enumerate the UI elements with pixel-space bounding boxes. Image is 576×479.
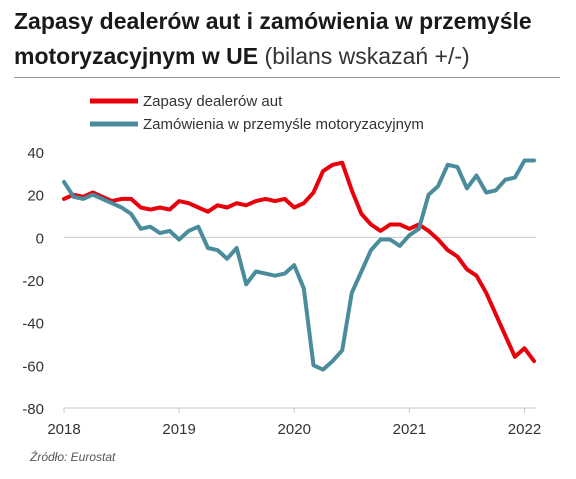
series-line-2 (62, 158, 536, 372)
series-layer (62, 158, 536, 372)
title-divider (14, 77, 560, 78)
y-tick-label: -60 (22, 358, 44, 375)
series-line-1 (62, 160, 536, 364)
legend: Zapasy dealerów aut Zamówienia w przemyśl… (90, 93, 424, 133)
x-tick-label: 2022 (508, 421, 541, 438)
y-tick-label: 40 (27, 145, 44, 162)
source-note: Źródło: Eurostat (30, 450, 116, 464)
legend-label-1: Zapasy dealerów aut (143, 93, 283, 110)
y-tick-label: 20 (27, 188, 44, 205)
y-tick-label: -80 (22, 401, 44, 418)
x-tick-label: 2020 (278, 421, 311, 438)
chart-title: Zapasy dealerów aut i zamówienia w przem… (14, 4, 564, 74)
chart-title-subtitle: (bilans wskazań +/-) (264, 43, 470, 69)
legend-label-2: Zamówienia w przemyśle motoryzacyjnym (143, 116, 424, 133)
y-tick-label: -40 (22, 316, 44, 333)
x-tick-label: 2018 (47, 421, 80, 438)
y-tick-label: 0 (36, 230, 44, 247)
chart-title-main: Zapasy dealerów aut i zamówienia w przem… (14, 8, 532, 69)
x-tick-label: 2019 (162, 421, 195, 438)
x-tick-label: 2021 (393, 421, 426, 438)
y-tick-label: -20 (22, 273, 44, 290)
